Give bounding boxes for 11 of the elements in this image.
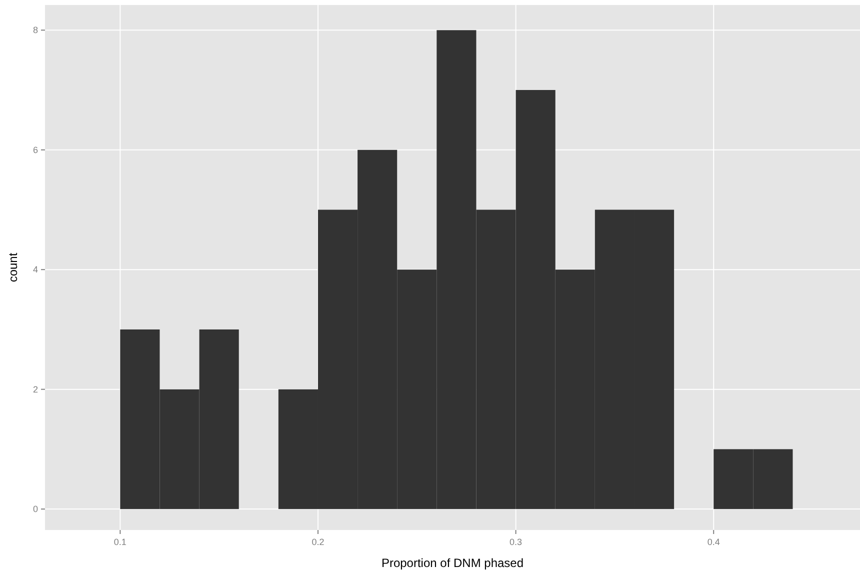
y-tick-label: 6 [32,144,38,155]
x-axis-title: Proportion of DNM phased [381,556,524,570]
y-tick-label: 8 [32,25,38,36]
x-tick-label: 0.1 [114,537,126,547]
y-tick-label: 2 [32,384,38,394]
x-tick-label: 0.4 [707,537,720,547]
y-tick-label: 4 [32,264,38,275]
x-tick-label: 0.2 [312,537,324,547]
y-axis-title: count [6,252,20,282]
y-tick-label: 0 [32,504,38,514]
x-tick-label: 0.3 [510,537,522,547]
